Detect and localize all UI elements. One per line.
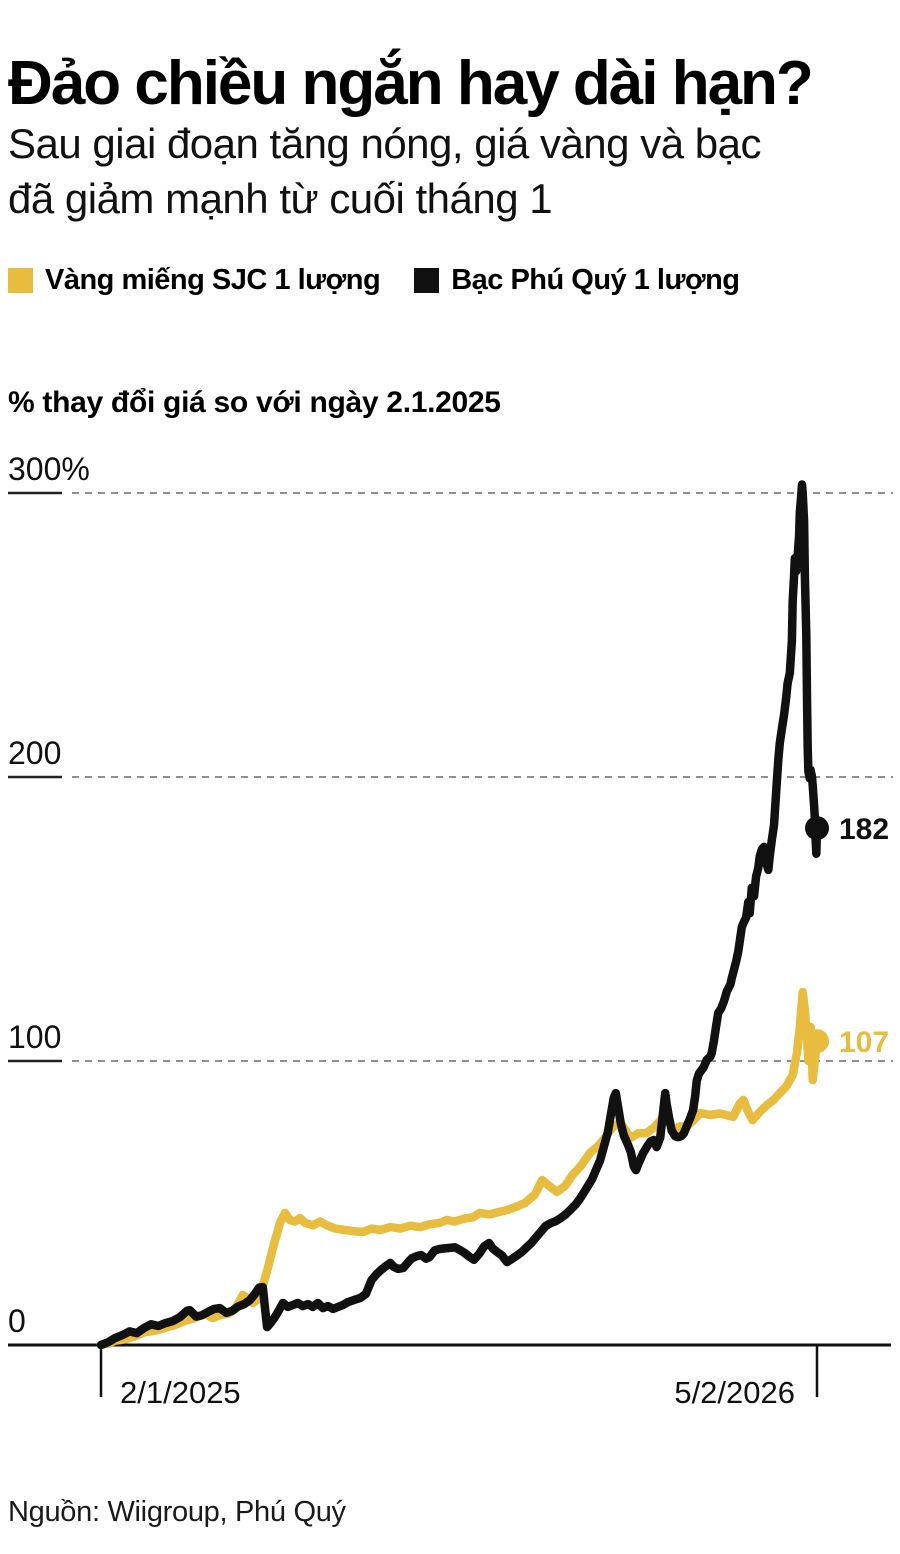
svg-text:0: 0 xyxy=(8,1303,26,1339)
subtitle-line-2: đã giảm mạnh từ cuối tháng 1 xyxy=(8,175,553,223)
legend-item-silver: Bạc Phú Quý 1 lượng xyxy=(414,264,740,297)
source-note: Nguồn: Wiigroup, Phú Quý xyxy=(8,1496,346,1528)
svg-text:182: 182 xyxy=(839,813,889,846)
svg-text:107: 107 xyxy=(839,1026,889,1059)
gold-swatch-icon xyxy=(8,268,33,293)
silver-swatch-icon xyxy=(414,268,440,293)
svg-text:300%: 300% xyxy=(8,451,90,487)
legend-item-gold: Vàng miếng SJC 1 lượng xyxy=(8,264,381,297)
page-title: Đảo chiều ngắn hay dài hạn? xyxy=(8,48,814,118)
subtitle-line-1: Sau giai đoạn tăng nóng, giá vàng và bạc xyxy=(8,120,761,167)
subtitle: Sau giai đoạn tăng nóng, giá vàng và bạc… xyxy=(8,116,888,227)
svg-text:100: 100 xyxy=(8,1019,61,1055)
price-change-line-chart: 300% 200 100 0 2/1/2025 5/2/2026 107 182 xyxy=(8,451,893,1410)
svg-text:2/1/2025: 2/1/2025 xyxy=(120,1375,241,1410)
legend: Vàng miếng SJC 1 lượng Bạc Phú Quý 1 lượ… xyxy=(8,264,740,297)
y-axis-title: % thay đổi giá so với ngày 2.1.2025 xyxy=(8,386,501,419)
legend-label-silver: Bạc Phú Quý 1 lượng xyxy=(451,264,740,296)
legend-label-gold: Vàng miếng SJC 1 lượng xyxy=(45,264,381,296)
svg-text:5/2/2026: 5/2/2026 xyxy=(674,1375,795,1410)
svg-text:200: 200 xyxy=(8,735,61,771)
